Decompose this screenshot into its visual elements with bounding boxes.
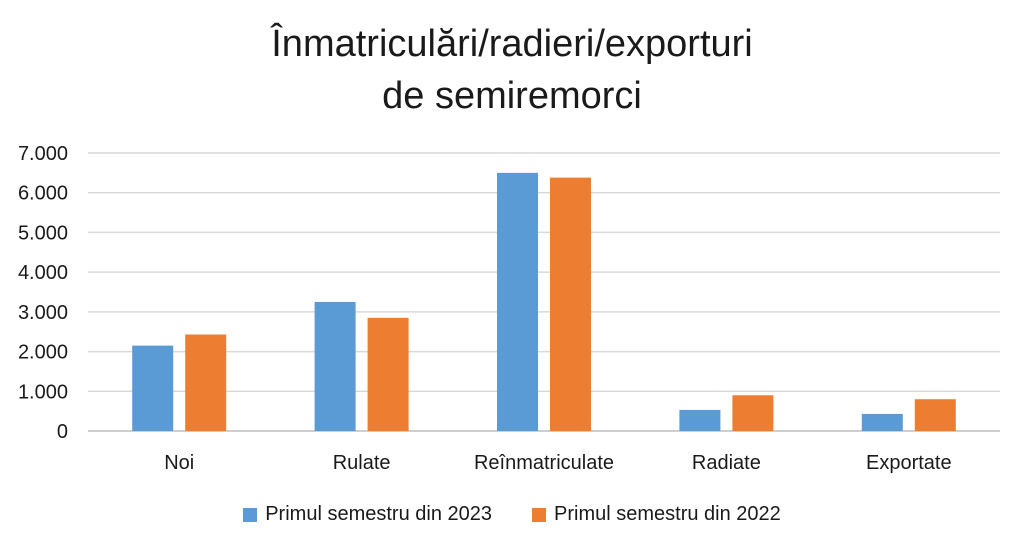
legend-swatch-2023 [243,507,258,522]
y-tick-label: 3.000 [18,302,68,324]
bar-2022-1 [367,317,409,431]
y-tick-label: 1.000 [18,381,68,403]
bar-2022-4 [914,399,956,431]
legend-item-2023: Primul semestru din 2023 [243,503,492,526]
y-tick-label: 4.000 [18,262,68,284]
x-category-label: Reînmatriculate [474,452,614,474]
x-category-label: Exportate [866,452,952,474]
bar-2023-2 [497,172,538,431]
bar-2023-0 [132,345,174,431]
bar-2022-0 [185,334,227,431]
chart-title-line-2: de semiremorci [382,75,642,117]
bar-2023-3 [679,409,721,431]
legend-label-2023: Primul semestru din 2023 [265,503,492,525]
bar-2023-4 [861,413,903,431]
legend-swatch-2022 [532,507,546,522]
y-tick-label: 6.000 [18,183,68,205]
x-category-label: Radiate [692,452,761,474]
y-tick-label: 2.000 [18,342,68,364]
bar-2022-2 [550,177,591,431]
legend: Primul semestru din 2023 Primul semestru… [0,503,1024,526]
x-category-label: Noi [164,452,194,474]
chart-title-line-1: Înmatriculări/radieri/exporturi [271,23,753,65]
y-tick-label: 0 [57,421,68,443]
y-tick-label: 5.000 [18,222,68,244]
chart-title: Înmatriculări/radieri/exporturi de semir… [0,18,1024,122]
y-tick-label: 7.000 [18,143,68,165]
x-category-label: Rulate [333,452,391,474]
bar-2022-3 [732,395,774,431]
bar-2023-1 [314,301,356,431]
legend-label-2022: Primul semestru din 2022 [554,503,781,525]
legend-item-2022: Primul semestru din 2022 [532,503,781,526]
